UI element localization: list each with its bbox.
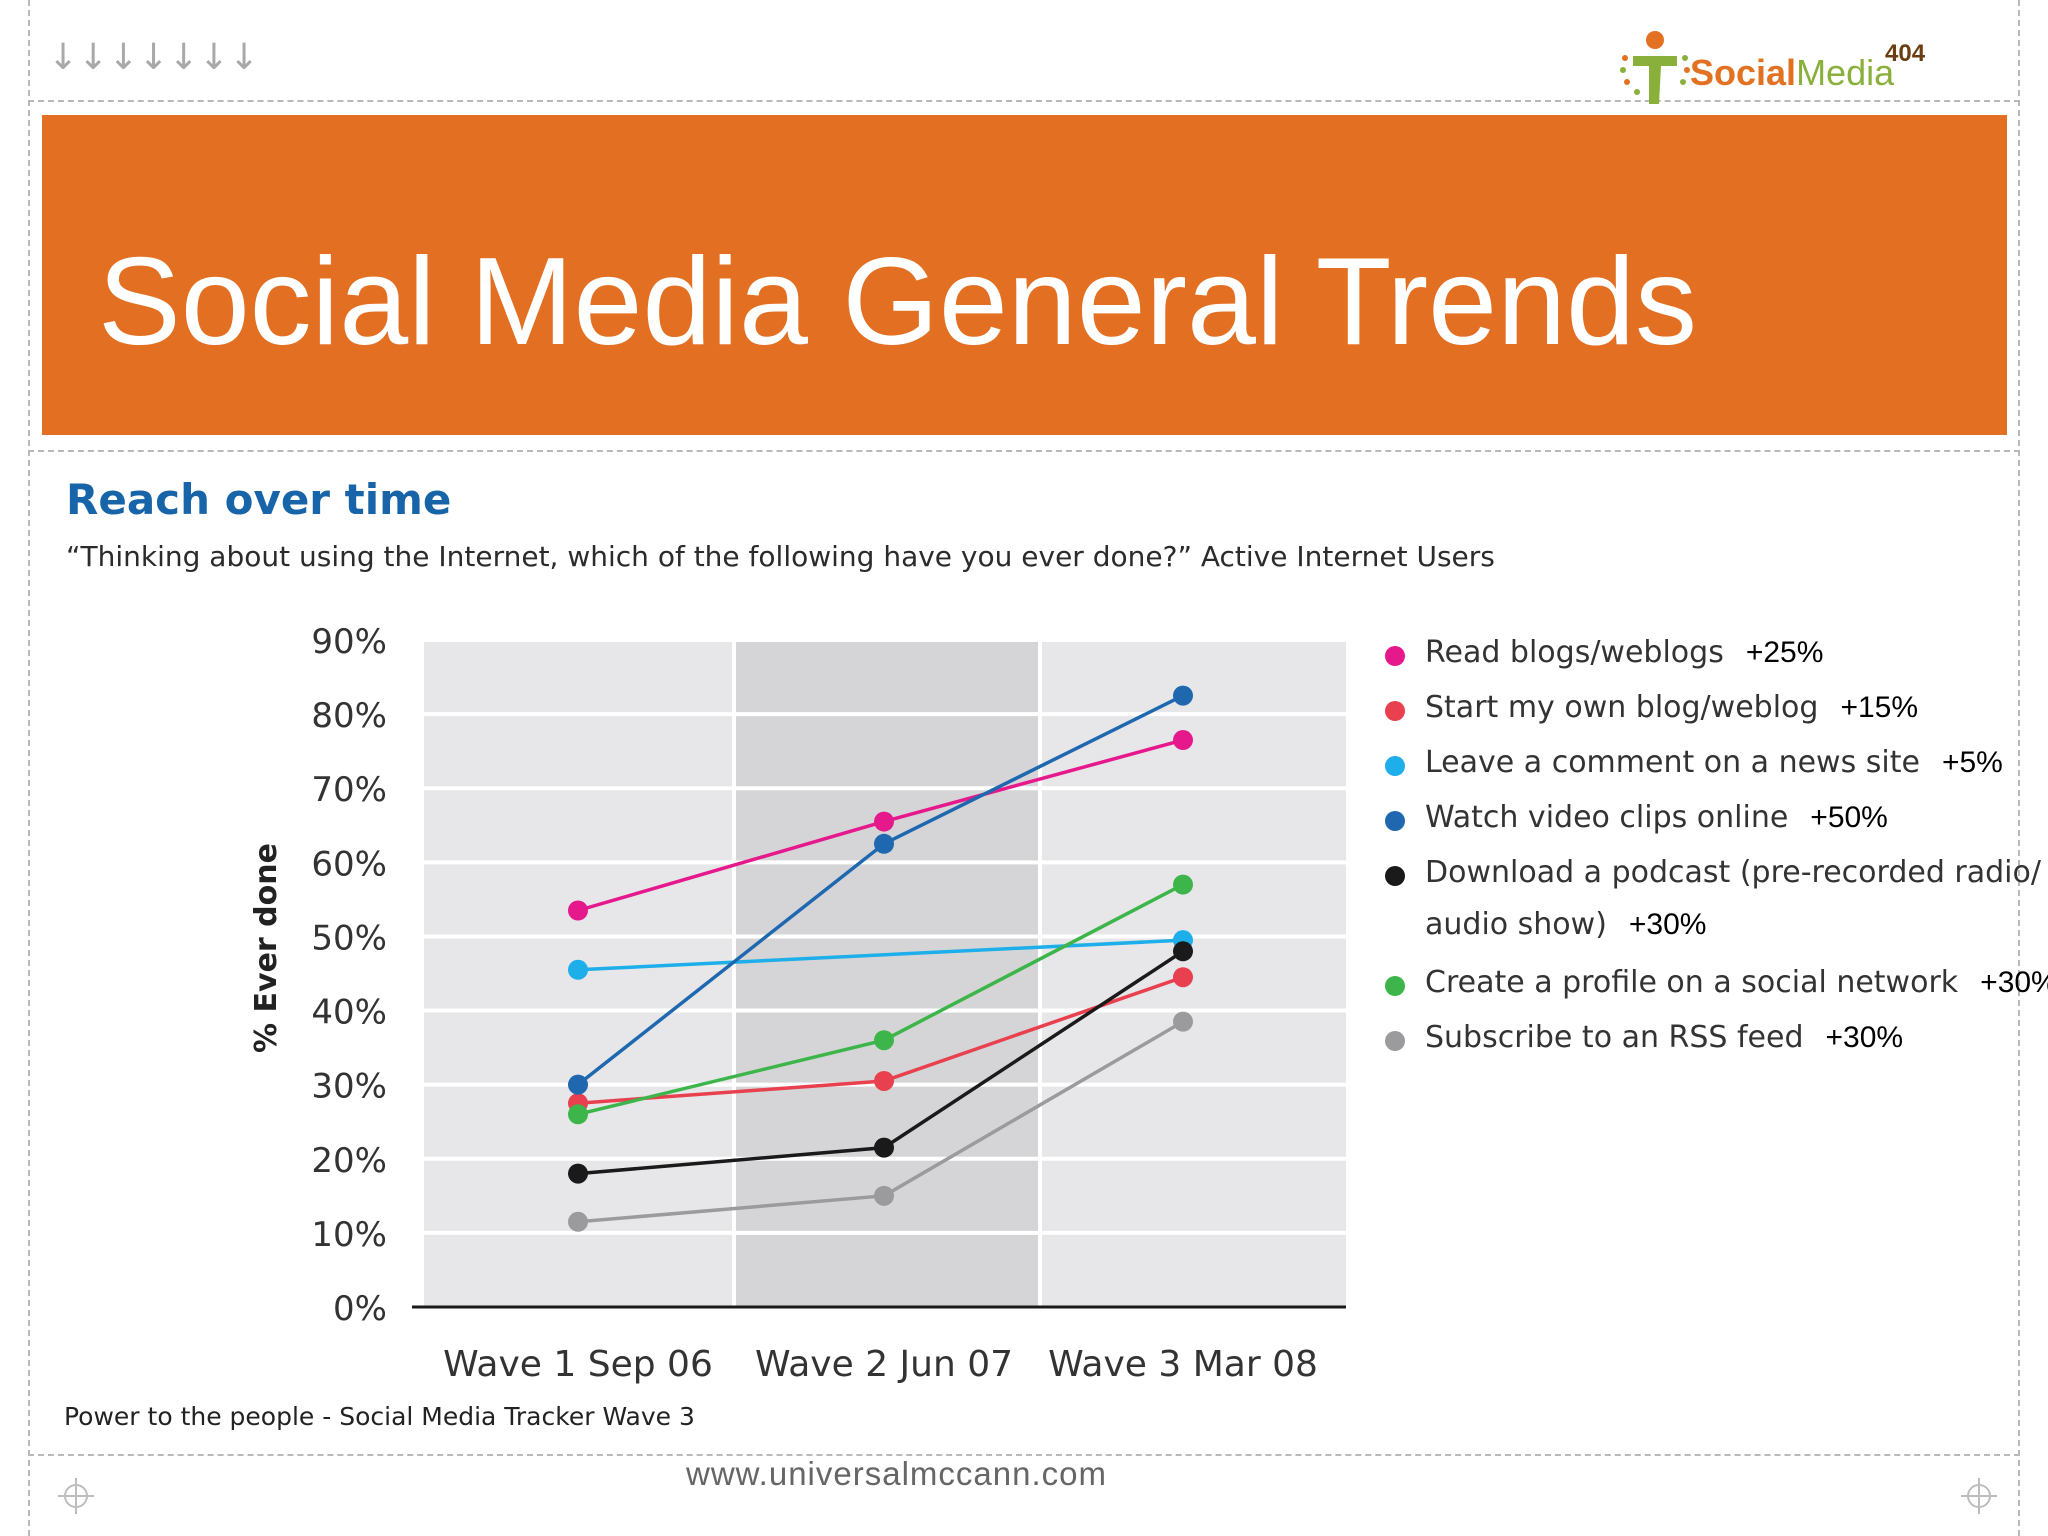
y-tick-label: 70%	[311, 770, 387, 810]
frame-mid-divider	[28, 450, 2020, 452]
y-tick-label: 0%	[333, 1289, 387, 1329]
legend-change-value: +25%	[1745, 636, 1824, 669]
slide-title: Social Media General Trends	[98, 233, 1698, 371]
legend-change-value: +30%	[1825, 1021, 1904, 1054]
down-arrows-icon: ↓↓↓↓↓↓↓	[48, 37, 260, 78]
socialmedia404-logo: SocialMedia 404	[1615, 26, 1955, 106]
legend-marker	[1385, 811, 1405, 831]
data-point	[568, 959, 588, 980]
logo-wordmark: SocialMedia	[1690, 52, 1894, 94]
person-icon	[1620, 31, 1690, 104]
data-point	[1173, 967, 1193, 988]
y-tick-label: 60%	[311, 844, 387, 884]
data-point	[874, 811, 894, 832]
source-note: Power to the people - Social Media Track…	[64, 1402, 695, 1431]
data-point	[568, 1163, 588, 1184]
data-point	[1173, 685, 1193, 706]
frame-right-border	[2018, 0, 2020, 1536]
data-point	[1173, 941, 1193, 962]
data-point	[568, 1104, 588, 1125]
y-tick-label: 90%	[311, 622, 387, 662]
logo-number: 404	[1885, 40, 1926, 67]
plot-column-band	[734, 640, 1040, 1307]
frame-top-divider	[28, 100, 2020, 102]
legend-change-value: +30%	[1628, 908, 1707, 941]
data-point	[1173, 874, 1193, 895]
title-banner	[42, 115, 2007, 435]
legend-series-name: Start my own blog/weblog	[1425, 690, 1819, 725]
plot-column-band	[1040, 640, 1346, 1307]
legend-series-name: Leave a comment on a news site	[1425, 745, 1920, 780]
data-point	[568, 1211, 588, 1232]
legend-series-name-line2: audio show)	[1425, 907, 1607, 942]
legend-label: Leave a comment on a news site +5%	[1425, 748, 2003, 778]
data-point	[874, 1185, 894, 1206]
legend-marker	[1385, 1031, 1405, 1051]
legend-label: Watch video clips online +50%	[1425, 803, 1888, 833]
x-tick-label: Wave 1 Sep 06	[443, 1344, 713, 1385]
data-point	[874, 1070, 894, 1091]
legend-label: Start my own blog/weblog +15%	[1425, 693, 1918, 723]
legend-change-value: +5%	[1941, 746, 2003, 779]
legend-label: Create a profile on a social network +30%	[1425, 968, 2048, 998]
legend-label: Read blogs/weblogs +25%	[1425, 638, 1823, 668]
legend-label: Subscribe to an RSS feed +30%	[1425, 1023, 1903, 1053]
data-point	[874, 1137, 894, 1158]
legend-marker	[1385, 646, 1405, 666]
legend-series-name: Subscribe to an RSS feed	[1425, 1020, 1804, 1055]
y-tick-label: 10%	[311, 1215, 387, 1255]
legend-marker	[1385, 976, 1405, 996]
legend-marker	[1385, 701, 1405, 721]
y-tick-label: 50%	[311, 918, 387, 958]
legend-marker	[1385, 756, 1405, 776]
legend-change-value: +30%	[1980, 966, 2048, 999]
legend-series-name: Download a podcast (pre-recorded radio/	[1425, 855, 2041, 890]
data-point	[568, 1074, 588, 1095]
logo-word-social: Social	[1690, 52, 1797, 93]
data-point	[1173, 1011, 1193, 1032]
data-point	[1173, 730, 1193, 751]
data-point	[874, 833, 894, 854]
data-point	[568, 900, 588, 921]
y-tick-label: 80%	[311, 696, 387, 736]
footer-url: www.universalmccann.com	[686, 1455, 1107, 1492]
crosshair-icon	[58, 1478, 94, 1514]
legend-series-name: Create a profile on a social network	[1425, 965, 1959, 1000]
x-tick-label: Wave 2 Jun 07	[755, 1344, 1013, 1385]
legend-change-value: +50%	[1810, 801, 1888, 834]
y-tick-label: 30%	[311, 1067, 387, 1107]
legend-series-name: Watch video clips online	[1425, 800, 1789, 835]
chart-subtitle: Reach over time	[66, 475, 452, 524]
legend-label: Download a podcast (pre-recorded radio/a…	[1425, 858, 2041, 940]
data-point	[874, 1030, 894, 1051]
y-tick-label: 40%	[311, 993, 387, 1033]
frame-bottom-divider	[28, 1454, 2020, 1456]
crosshair-icon	[1961, 1478, 1997, 1514]
logo-word-media: Media	[1796, 52, 1895, 93]
y-tick-label: 20%	[311, 1141, 387, 1181]
legend-series-name: Read blogs/weblogs	[1425, 635, 1724, 670]
survey-question: “Thinking about using the Internet, whic…	[66, 540, 1495, 573]
legend-change-value: +15%	[1840, 691, 1919, 724]
legend-series-name-continued: audio show) +30%	[1425, 910, 2041, 940]
legend-marker	[1385, 866, 1405, 886]
series-line	[577, 938, 1184, 972]
y-axis-title: % Ever done	[249, 843, 284, 1053]
frame-left-border	[28, 0, 30, 1536]
x-tick-label: Wave 3 Mar 08	[1048, 1344, 1318, 1385]
